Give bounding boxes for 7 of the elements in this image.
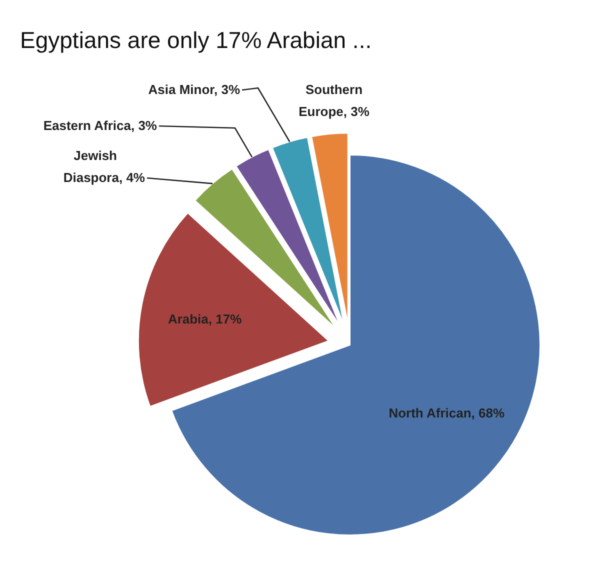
slice-label: Asia Minor, 3% (148, 82, 240, 97)
slice-label: Eastern Africa, 3% (43, 118, 158, 133)
slice-label: North African, 68% (388, 405, 505, 420)
slice-label: Southern Europe, 3% (298, 82, 370, 119)
chart-title: Egyptians are only 17% Arabian ... (20, 27, 372, 53)
slice-label: Jewish Diaspora, 4% (63, 148, 146, 185)
slice-label: Arabia, 17% (168, 311, 242, 326)
